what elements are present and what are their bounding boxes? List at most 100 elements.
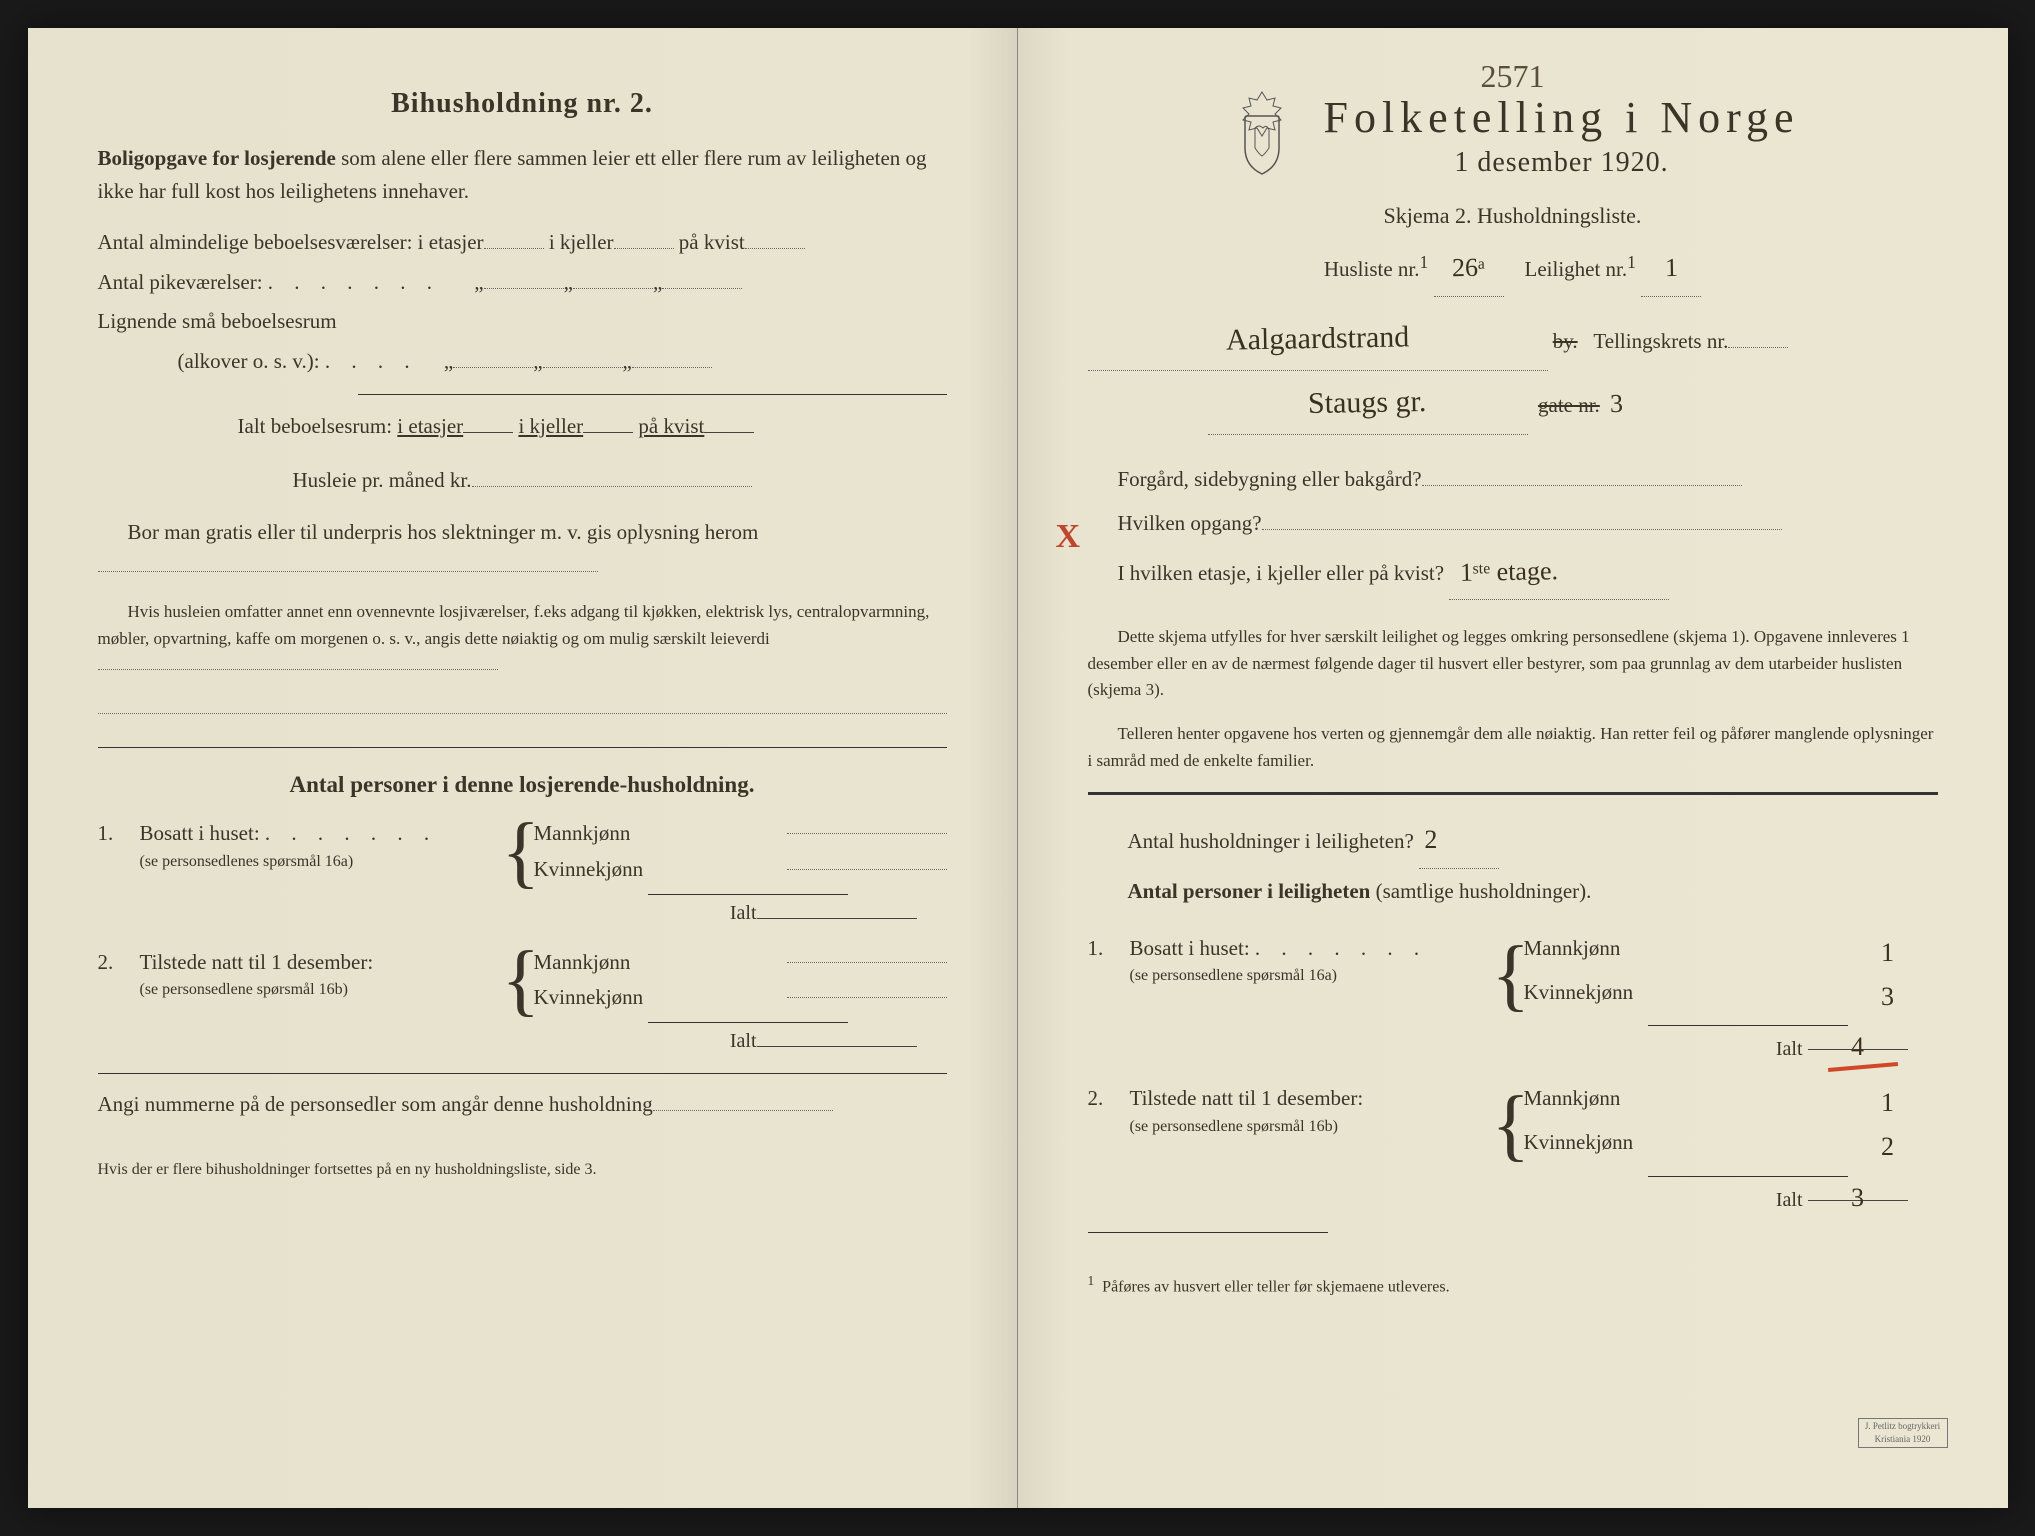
- right-page: 2571 Folketelling i Norge 1 desember 192…: [1018, 28, 2008, 1508]
- antal-hush-line: Antal husholdninger i leiligheten? 2: [1088, 813, 1938, 869]
- left-sec-title: Antal personer i denne losjerende-hushol…: [98, 772, 947, 798]
- antal-pers-rest: (samtlige husholdninger).: [1370, 879, 1591, 903]
- by-line: Aalgaardstrand by. Tellingskrets nr.: [1088, 307, 1938, 371]
- rooms-sum: Ialt beboelsesrum: i etasjer i kjeller p…: [98, 409, 947, 445]
- rq1-num: 1.: [1088, 931, 1118, 967]
- rq1-total-label: Ialt: [1776, 1038, 1803, 1060]
- sum-loc1: i etasjer: [397, 414, 463, 438]
- gate-hw: Staugs gr.: [1308, 370, 1427, 435]
- q1-label: Bosatt i huset:: [140, 821, 260, 845]
- etasje-line: I hvilken etasje, i kjeller eller på kvi…: [1088, 545, 1938, 601]
- rq2-sub: (se personsedlene spørsmål 16b): [1130, 1113, 1480, 1140]
- intro-bold: Boligopgave for losjerende: [98, 146, 336, 170]
- alkover-label: (alkover o. s. v.):: [178, 349, 320, 373]
- footnote-text: Påføres av husvert eller teller før skje…: [1102, 1278, 1449, 1295]
- red-underline-mark: [1827, 1062, 1897, 1072]
- rq2-total-label: Ialt: [1776, 1189, 1803, 1211]
- q1-sub: (se personsedlenes spørsmål 16a): [140, 848, 490, 875]
- antal-hush-val: 2: [1424, 825, 1437, 854]
- husliste-val: 26ᵃ: [1451, 241, 1485, 296]
- instructions-2: Telleren henter opgavene hos verten og g…: [1088, 721, 1938, 774]
- left-title: Bihusholdning nr. 2.: [98, 88, 947, 120]
- extras-para: Hvis husleien omfatter annet enn ovennev…: [98, 599, 947, 678]
- etasje-label: I hvilken etasje, i kjeller eller på kvi…: [1118, 561, 1445, 585]
- q2-sub: (se personsedlene spørsmål 16b): [140, 976, 490, 1003]
- rent-line: Husleie pr. måned kr.: [98, 463, 947, 499]
- gate-nr: 3: [1610, 376, 1624, 431]
- q2-total-label: Ialt: [730, 1030, 757, 1052]
- rq2-label: Tilstede natt til 1 desember:: [1130, 1086, 1364, 1110]
- rq1-female-label: Kvinnekjønn: [1524, 975, 1634, 1019]
- sum-loc2: i kjeller: [518, 414, 583, 438]
- intro-para: Boligopgave for losjerende som alene ell…: [98, 142, 947, 207]
- forgard-line: Forgård, sidebygning eller bakgård?: [1088, 457, 1938, 501]
- rooms-label-1: Antal almindelige beboelsesværelser:: [98, 230, 413, 254]
- left-footnote: Hvis der er flere bihusholdninger fortse…: [98, 1161, 947, 1179]
- leilighet-val: 1: [1664, 241, 1678, 296]
- rq1-f: 3: [1881, 982, 1894, 1011]
- document-spread: Bihusholdning nr. 2. Boligopgave for los…: [28, 28, 2008, 1508]
- footnote-num: 1: [1088, 1273, 1095, 1288]
- rq1-total-row: Ialt 4: [1088, 1032, 1938, 1061]
- gratis-para: Bor man gratis eller til underpris hos s…: [98, 516, 947, 581]
- gratis-text: Bor man gratis eller til underpris hos s…: [128, 520, 759, 544]
- angi-para: Angi nummerne på de personsedler som ang…: [98, 1088, 947, 1121]
- loc-etasjer: i etasjer: [418, 230, 484, 254]
- loc-kvist: på kvist: [679, 230, 745, 254]
- left-q1: 1. Bosatt i huset: . . . . . . . (se per…: [98, 816, 947, 887]
- rq1-sub: (se personsedlene spørsmål 16a): [1130, 962, 1480, 989]
- rooms-line-2: Antal pikeværelser: . . . . . . . „„„: [98, 265, 947, 301]
- right-q2: 2. Tilstede natt til 1 desember: (se per…: [1088, 1081, 1938, 1169]
- rooms-line-3b: (alkover o. s. v.): . . . . „„„: [98, 344, 947, 380]
- coat-of-arms-icon: [1225, 88, 1299, 183]
- husliste-label: Husliste nr.: [1324, 257, 1420, 281]
- q1-female-label: Kvinnekjønn: [534, 852, 644, 888]
- q1-total-label: Ialt: [730, 902, 757, 924]
- schema-line: Skjema 2. Husholdningsliste.: [1088, 203, 1938, 229]
- opgang-label: Hvilken opgang?: [1118, 511, 1262, 535]
- gate-label: gate nr.: [1538, 393, 1600, 417]
- rooms-line-1: Antal almindelige beboelsesværelser: i e…: [98, 225, 947, 261]
- sum-label: Ialt beboelsesrum:: [238, 414, 393, 438]
- rooms-label-2: Antal pikeværelser:: [98, 270, 263, 294]
- opgang-line: X Hvilken opgang?: [1088, 501, 1938, 545]
- q1-num: 1.: [98, 816, 128, 852]
- q1-male-label: Mannkjønn: [534, 816, 631, 852]
- antal-pers-bold: Antal personer i leiligheten: [1128, 879, 1371, 903]
- rq2-female-label: Kvinnekjønn: [1524, 1125, 1634, 1169]
- rq2-total-row: Ialt 3: [1088, 1183, 1938, 1212]
- sum-loc3: på kvist: [638, 414, 704, 438]
- page-number-hw: 2571: [1481, 58, 1545, 95]
- antal-pers-line: Antal personer i leiligheten (samtlige h…: [1088, 869, 1938, 913]
- rq2-m: 1: [1881, 1088, 1894, 1117]
- etasje-hw: 1ˢᵗᵉ etage.: [1459, 544, 1558, 600]
- angi-text: Angi nummerne på de personsedler som ang…: [98, 1092, 653, 1116]
- rq2-male-label: Mannkjønn: [1524, 1081, 1621, 1125]
- left-page: Bihusholdning nr. 2. Boligopgave for los…: [28, 28, 1018, 1508]
- loc-kjeller: i kjeller: [549, 230, 614, 254]
- q1-total-row: Ialt: [98, 901, 947, 925]
- extras-text: Hvis husleien omfatter annet enn ovennev…: [98, 602, 930, 647]
- instructions-1: Dette skjema utfylles for hver særskilt …: [1088, 624, 1938, 703]
- rq2-t: 3: [1851, 1183, 1864, 1212]
- antal-hush-label: Antal husholdninger i leiligheten?: [1128, 829, 1414, 853]
- q2-female-label: Kvinnekjønn: [534, 980, 644, 1016]
- q2-male-label: Mannkjønn: [534, 945, 631, 981]
- rq1-male-label: Mannkjønn: [1524, 931, 1621, 975]
- rq1-m: 1: [1881, 938, 1894, 967]
- rq1-label: Bosatt i huset:: [1130, 936, 1250, 960]
- rq2-num: 2.: [1088, 1081, 1118, 1117]
- leilighet-label: Leilighet nr.: [1525, 257, 1628, 281]
- left-q2: 2. Tilstede natt til 1 desember: (se per…: [98, 945, 947, 1016]
- rent-label: Husleie pr. måned kr.: [292, 468, 471, 492]
- rq1-t: 4: [1851, 1032, 1864, 1061]
- q2-num: 2.: [98, 945, 128, 981]
- husliste-line: Husliste nr.1 26ᵃ Leilighet nr.1 1: [1088, 241, 1938, 297]
- by-hw: Aalgaardstrand: [1225, 305, 1409, 371]
- rooms-line-3a: Lignende små beboelsesrum: [98, 304, 947, 340]
- right-q1: 1. Bosatt i huset: . . . . . . . (se per…: [1088, 931, 1938, 1019]
- gate-line: Staugs gr. gate nr. 3: [1088, 371, 1938, 435]
- q2-label: Tilstede natt til 1 desember:: [140, 950, 374, 974]
- census-date: 1 desember 1920.: [1323, 147, 1799, 179]
- right-footnote: 1 Påføres av husvert eller teller før sk…: [1088, 1273, 1938, 1296]
